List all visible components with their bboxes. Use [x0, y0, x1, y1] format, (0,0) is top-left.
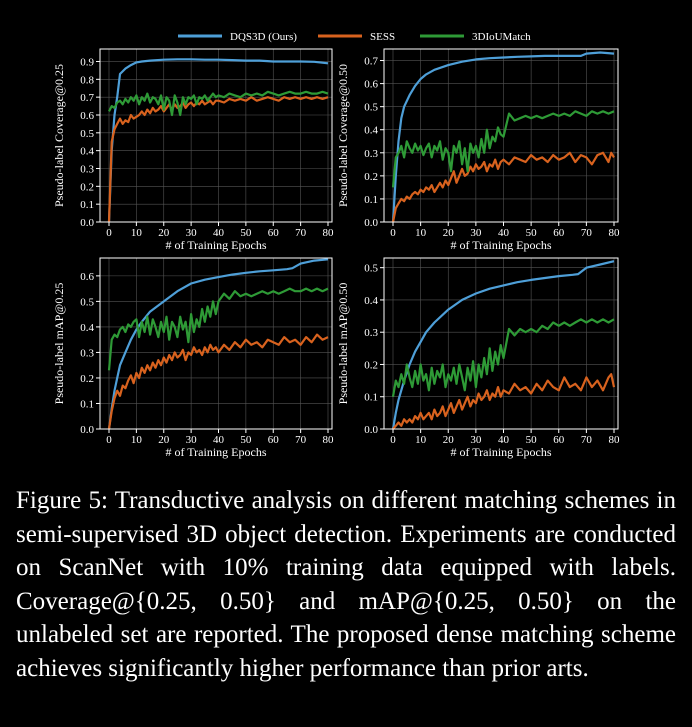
p2-xtick-label-7: 70 [295, 434, 307, 446]
p3-series-2 [391, 318, 615, 397]
p0-ytick-label-1: 0.1 [80, 199, 94, 211]
p1-xtick-label-8: 80 [609, 227, 621, 239]
p1-xtick-label-3: 30 [470, 227, 482, 239]
p3-xtick-label-2: 20 [443, 434, 455, 446]
chart-canvas: DQS3D (Ours) SESS 3DIoUMatch 0.0 0.1 0.2 0.3 0.… [52, 31, 621, 459]
p3-ytick-label-3: 0.3 [364, 327, 378, 339]
p3-xtick-label-8: 80 [609, 434, 621, 446]
p1-ytick-label-3: 0.3 [364, 148, 378, 160]
p1-xtick-label-7: 70 [581, 227, 593, 239]
legend-label-2: 3DIoUMatch [472, 31, 531, 43]
p3-xtick-label-5: 50 [526, 434, 538, 446]
p2-series-2 [107, 287, 329, 371]
p0-series-2 [108, 90, 329, 117]
p0-ytick-label-2: 0.2 [80, 181, 94, 193]
caption-text: Transductive analysis on different match… [16, 487, 676, 682]
p0-ytick-label-9: 0.9 [80, 56, 94, 68]
p1-frame [383, 48, 619, 223]
p0-xtick-label-5: 50 [240, 227, 252, 239]
p3-ylabel: Pseudo-label mAP@0.50 [336, 283, 350, 405]
p0-xtick-label-7: 70 [295, 227, 307, 239]
p2-ylabel: Pseudo-label mAP@0.25 [52, 283, 66, 405]
p0-xtick-label-3: 30 [186, 227, 198, 239]
p1-ytick-label-0: 0.0 [364, 217, 378, 229]
p2-ytick-label-5: 0.5 [80, 296, 94, 308]
p3-ytick-label-5: 0.5 [364, 263, 378, 275]
p0-xtick-label-2: 20 [158, 227, 170, 239]
p1-xtick-label-0: 0 [390, 227, 396, 239]
p2-xlabel: # of Training Epochs [165, 445, 266, 459]
p2-ytick-label-1: 0.1 [80, 398, 94, 410]
p0-ytick-label-5: 0.5 [80, 128, 94, 140]
p2-ytick-label-6: 0.6 [80, 271, 94, 283]
p2-ytick-label-4: 0.4 [80, 322, 94, 334]
p0-frame [99, 48, 333, 223]
p1-ytick-label-7: 0.7 [364, 56, 378, 68]
p1-ylabel: Pseudo-label Coverage@0.50 [336, 64, 350, 207]
p0-ytick-label-0: 0.0 [80, 217, 94, 229]
p3-series-1 [392, 373, 616, 430]
p3-ytick-label-4: 0.4 [364, 295, 378, 307]
p3-xtick-label-7: 70 [581, 434, 593, 446]
p2-xtick-label-3: 30 [186, 434, 198, 446]
p2-xtick-label-5: 50 [240, 434, 252, 446]
p3-xtick-label-0: 0 [390, 434, 396, 446]
p0-xtick-label-1: 10 [131, 227, 143, 239]
p0-series-0 [107, 58, 329, 223]
p3-xtick-label-1: 10 [415, 434, 427, 446]
p1-ytick-label-4: 0.4 [364, 125, 378, 137]
p1-xtick-label-4: 40 [498, 227, 510, 239]
p1-ytick-label-6: 0.6 [364, 79, 378, 91]
p2-xtick-label-6: 60 [268, 434, 280, 446]
p0-ylabel: Pseudo-label Coverage@0.25 [52, 64, 66, 207]
p3-ytick-label-2: 0.2 [364, 359, 378, 371]
p3-ytick-label-0: 0.0 [364, 424, 378, 436]
p0-xtick-label-4: 40 [213, 227, 225, 239]
p3-xtick-label-4: 40 [498, 434, 510, 446]
p1-ytick-label-5: 0.5 [364, 102, 378, 114]
p3-xtick-label-6: 60 [553, 434, 565, 446]
p0-ytick-label-4: 0.4 [80, 146, 94, 158]
p1-xtick-label-6: 60 [553, 227, 565, 239]
p1-series-0 [391, 51, 615, 223]
p1-series-1 [391, 151, 615, 223]
figure-caption: Figure 5: Transductive analysis on diffe… [16, 484, 676, 685]
p0-xtick-label-6: 60 [268, 227, 280, 239]
p2-series-1 [107, 333, 329, 430]
p3-xtick-label-3: 30 [470, 434, 482, 446]
p3-xlabel: # of Training Epochs [450, 445, 551, 459]
legend-label-0: DQS3D (Ours) [230, 31, 297, 43]
legend-label-1: SESS [370, 31, 395, 43]
p2-frame [99, 257, 333, 430]
p1-xtick-label-2: 20 [443, 227, 455, 239]
p3-ytick-label-1: 0.1 [364, 392, 378, 404]
p0-ytick-label-7: 0.7 [80, 92, 94, 104]
p3-frame [383, 257, 619, 430]
p1-xtick-label-1: 10 [415, 227, 427, 239]
p2-ytick-label-2: 0.2 [80, 373, 94, 385]
p0-series-1 [107, 96, 329, 223]
p2-ytick-label-3: 0.3 [80, 347, 94, 359]
p2-ytick-label-0: 0.0 [80, 424, 94, 436]
p2-xtick-label-8: 80 [323, 434, 335, 446]
p2-xtick-label-1: 10 [131, 434, 143, 446]
p0-xtick-label-0: 0 [106, 227, 112, 239]
p2-xtick-label-0: 0 [106, 434, 112, 446]
p0-ytick-label-6: 0.6 [80, 110, 94, 122]
p0-xlabel: # of Training Epochs [165, 238, 266, 252]
p1-series-2 [391, 110, 615, 188]
p0-ytick-label-3: 0.3 [80, 163, 94, 175]
p1-xlabel: # of Training Epochs [450, 238, 551, 252]
p2-series-0 [107, 258, 329, 430]
p1-xtick-label-5: 50 [526, 227, 538, 239]
caption-label: Figure 5: [16, 487, 108, 514]
p1-ytick-label-1: 0.1 [364, 194, 378, 206]
p0-xtick-label-8: 80 [323, 227, 335, 239]
p2-xtick-label-4: 40 [213, 434, 225, 446]
p2-xtick-label-2: 20 [158, 434, 170, 446]
p1-ytick-label-2: 0.2 [364, 171, 378, 183]
p0-ytick-label-8: 0.8 [80, 74, 94, 86]
